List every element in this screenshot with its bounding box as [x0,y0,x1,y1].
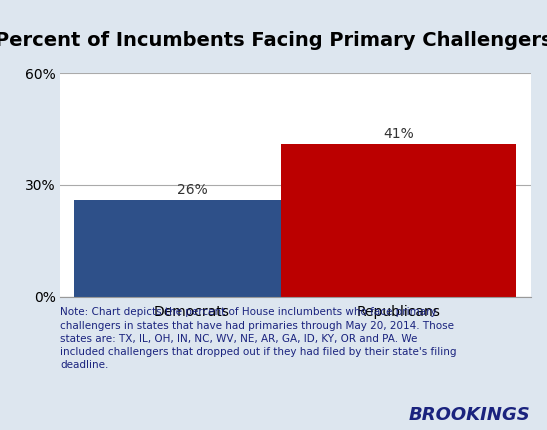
Bar [74,200,310,297]
Text: 41%: 41% [383,127,414,141]
Bar [281,144,516,297]
Text: Note: Chart depicts the percent of House inclumbents who face primary
challenger: Note: Chart depicts the percent of House… [60,307,457,370]
Text: BROOKINGS: BROOKINGS [409,405,531,424]
Text: Percent of Incumbents Facing Primary Challengers: Percent of Incumbents Facing Primary Cha… [0,31,547,50]
Text: 26%: 26% [177,183,207,197]
